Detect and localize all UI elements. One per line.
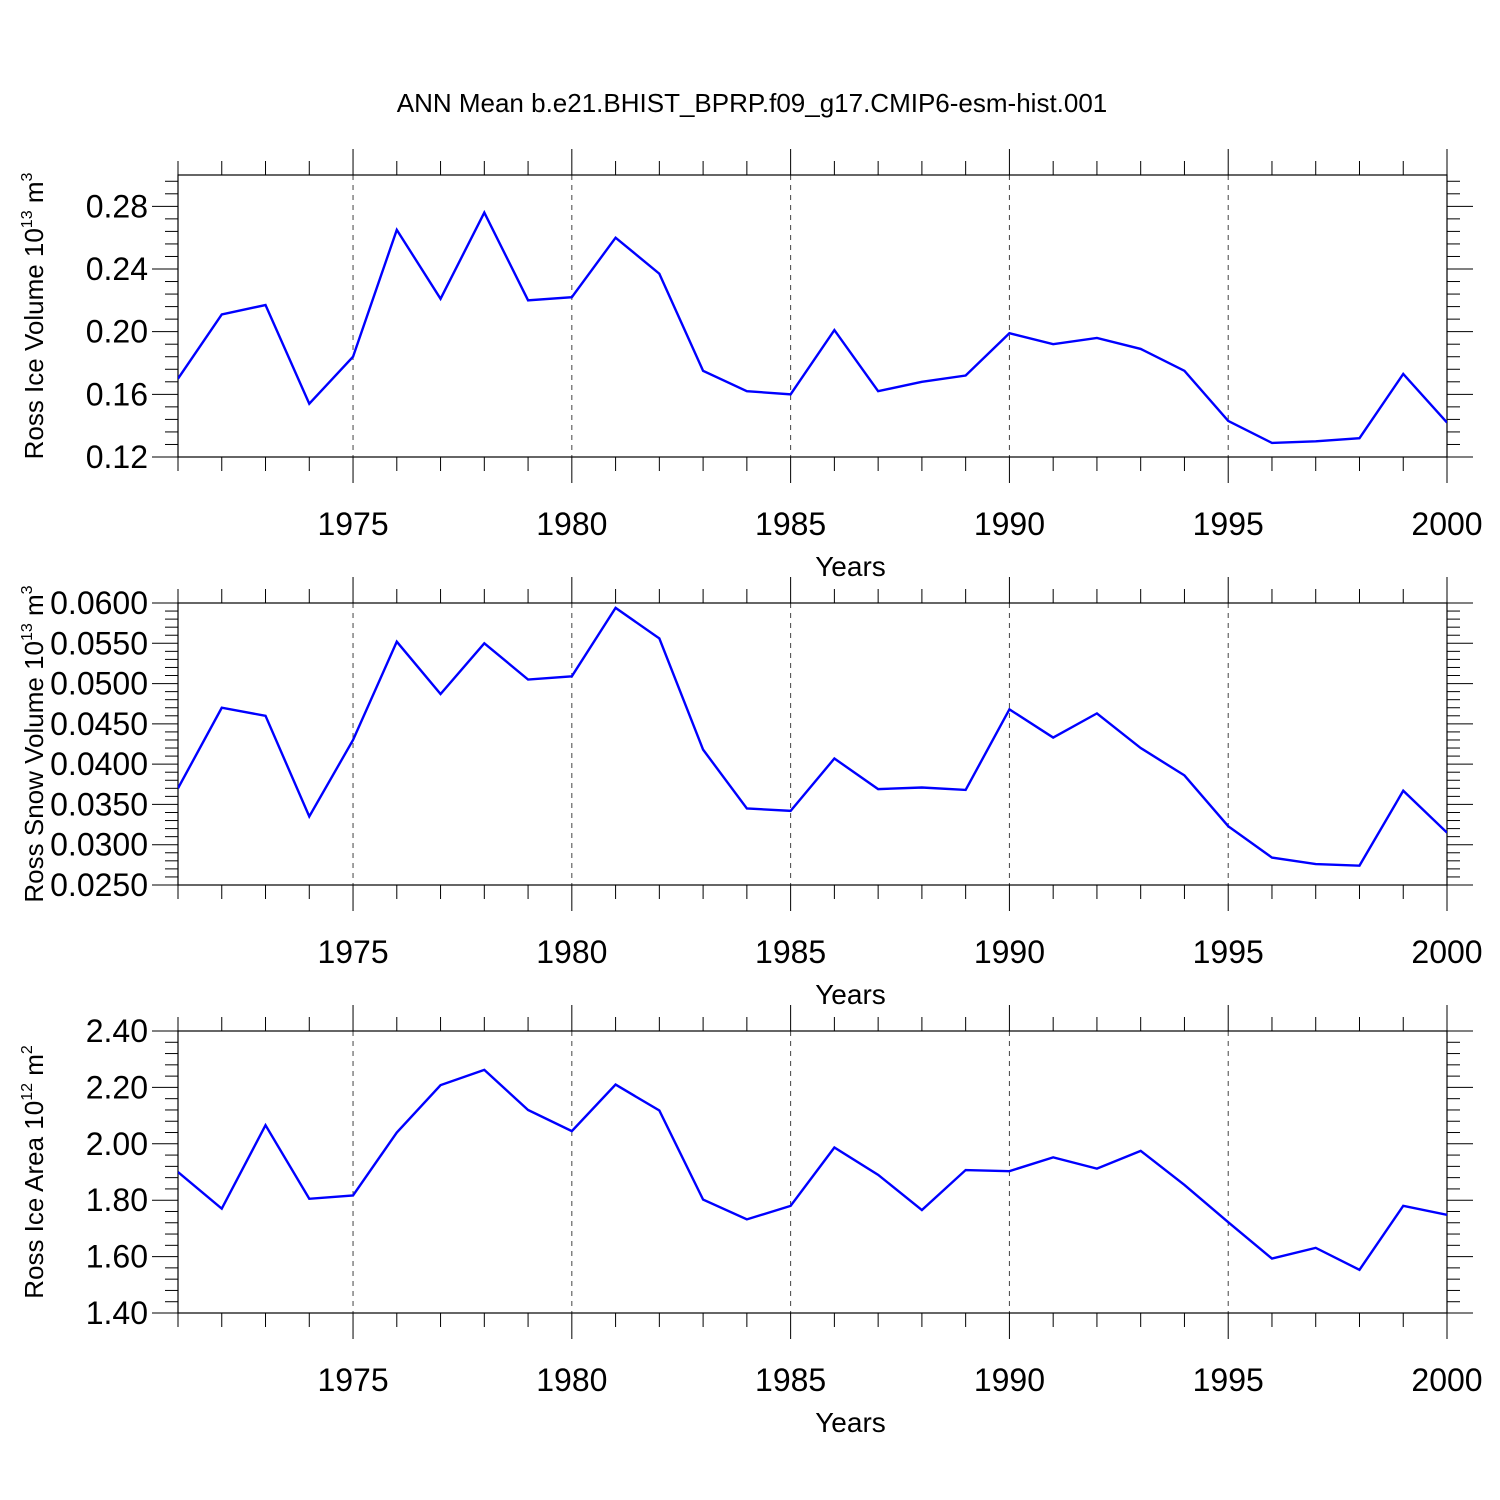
x-tick-label: 1980 — [536, 506, 607, 542]
y-tick-label: 2.20 — [86, 1069, 148, 1105]
chart-title: ANN Mean b.e21.BHIST_BPRP.f09_g17.CMIP6-… — [397, 88, 1108, 118]
panel-2: 0.0250 0.0300 0.0350 0.0400 0.0450 0.0500 0.05… — [19, 577, 1483, 1010]
x-tick-label: 2000 — [1411, 506, 1482, 542]
x-tick-label: 1990 — [974, 506, 1045, 542]
panel-3: 1.40 1.60 1.80 2.00 2.20 2.40 1975 1980 1985 1990… — [19, 1005, 1483, 1438]
x-tick-label: 1975 — [317, 1362, 388, 1398]
y-tick-label: 0.28 — [86, 188, 148, 224]
y-axis-label: Ross Ice Area 1012 m2 — [19, 1045, 49, 1299]
plot-frame — [177, 174, 1448, 458]
x-tick-label: 1975 — [317, 506, 388, 542]
panel-1: 0.12 0.16 0.20 0.24 0.28 1975 1980 1985 1990 1995… — [19, 149, 1483, 582]
y-tick-label: 0.0500 — [50, 666, 148, 702]
x-tick-label: 2000 — [1411, 1362, 1482, 1398]
x-tick-label: 1985 — [755, 934, 826, 970]
y-tick-label: 0.0350 — [50, 786, 148, 822]
y-tick-label: 1.40 — [86, 1295, 148, 1331]
y-tick-label: 0.0250 — [50, 867, 148, 903]
y-tick-label: 0.20 — [86, 314, 148, 350]
x-tick-label: 1995 — [1193, 506, 1264, 542]
x-tick-label: 1985 — [755, 506, 826, 542]
x-tick-label: 2000 — [1411, 934, 1482, 970]
x-axis-label: Years — [815, 979, 886, 1010]
y-tick-label: 2.40 — [86, 1013, 148, 1049]
y-tick-label: 0.0450 — [50, 706, 148, 742]
y-tick-label: 0.0550 — [50, 625, 148, 661]
y-axis-label: Ross Ice Volume 1013 m3 — [19, 172, 49, 459]
plot-frame — [177, 602, 1448, 886]
x-tick-label: 1995 — [1193, 934, 1264, 970]
x-axis-label: Years — [815, 1407, 886, 1438]
y-tick-label: 0.24 — [86, 251, 148, 287]
series-line — [178, 606, 1447, 867]
x-axis-label: Years — [815, 551, 886, 582]
y-tick-label: 2.00 — [86, 1126, 148, 1162]
x-tick-label: 1985 — [755, 1362, 826, 1398]
x-tick-label: 1980 — [536, 934, 607, 970]
x-tick-label: 1990 — [974, 1362, 1045, 1398]
y-tick-label: 1.80 — [86, 1182, 148, 1218]
panels: 0.12 0.16 0.20 0.24 0.28 1975 1980 1985 1990 1995… — [19, 149, 1483, 1438]
x-tick-label: 1975 — [317, 934, 388, 970]
y-axis-label: Ross Snow Volume 1013 m3 — [19, 585, 49, 902]
y-tick-label: 0.12 — [86, 439, 148, 475]
x-tick-label: 1980 — [536, 1362, 607, 1398]
y-tick-label: 0.0400 — [50, 746, 148, 782]
x-tick-label: 1995 — [1193, 1362, 1264, 1398]
y-tick-label: 1.60 — [86, 1239, 148, 1275]
x-tick-label: 1990 — [974, 934, 1045, 970]
series-line — [178, 1068, 1447, 1272]
series-line — [178, 209, 1447, 445]
y-tick-label: 0.0600 — [50, 585, 148, 621]
y-tick-label: 0.0300 — [50, 827, 148, 863]
y-tick-label: 0.16 — [86, 376, 148, 412]
